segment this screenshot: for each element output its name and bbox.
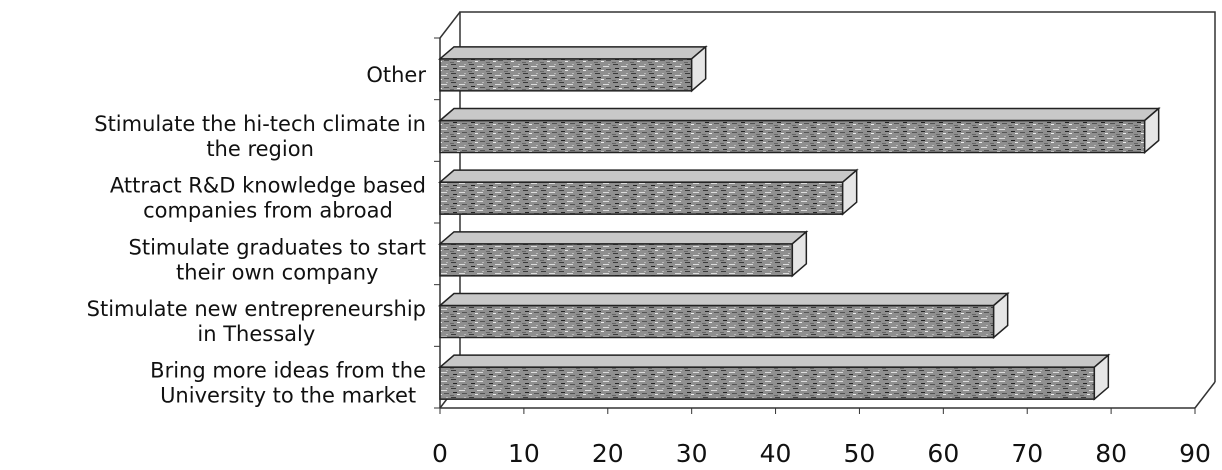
bar-front bbox=[439, 119, 1146, 154]
bar-top bbox=[437, 107, 1161, 122]
category-label: University to the market bbox=[160, 384, 416, 408]
category-label: Other bbox=[366, 63, 426, 87]
x-tick-label: 0 bbox=[432, 439, 448, 468]
x-tick-label: 80 bbox=[1095, 439, 1127, 468]
x-tick-label: 60 bbox=[927, 439, 959, 468]
bar-top bbox=[437, 169, 859, 183]
category-label: Stimulate graduates to start bbox=[129, 235, 426, 259]
bar-side bbox=[841, 168, 858, 216]
bar-front bbox=[439, 58, 693, 92]
category-label: in Thessaly bbox=[197, 322, 315, 346]
bar bbox=[437, 353, 1111, 401]
x-tick-label: 70 bbox=[1011, 439, 1043, 468]
bar bbox=[437, 106, 1161, 155]
category-label: Stimulate new entrepreneurship bbox=[87, 297, 426, 321]
x-tick-label: 20 bbox=[592, 439, 624, 468]
x-tick-label: 40 bbox=[760, 439, 792, 468]
bar-side bbox=[690, 45, 707, 93]
bar-top bbox=[437, 354, 1111, 368]
bar-front bbox=[439, 304, 995, 339]
category-label: their own company bbox=[176, 260, 378, 284]
x-axis-ticks: 0 10 20 30 40 50 60 70 80 90 bbox=[432, 37, 1211, 468]
floor-right-edge bbox=[1194, 381, 1216, 409]
left-wall-top-edge bbox=[439, 11, 461, 39]
bar-side bbox=[791, 230, 808, 278]
x-tick-label: 10 bbox=[508, 439, 540, 468]
bar-side bbox=[1093, 353, 1110, 401]
bar-side bbox=[992, 291, 1009, 340]
x-tick-label: 90 bbox=[1179, 439, 1211, 468]
bar bbox=[437, 291, 1010, 340]
bar-top bbox=[437, 46, 708, 60]
category-label: Bring more ideas from the bbox=[150, 359, 426, 383]
x-tick-label: 30 bbox=[676, 439, 708, 468]
bar bbox=[437, 45, 708, 93]
bar-front bbox=[439, 243, 794, 277]
category-label: Attract R&D knowledge based bbox=[110, 174, 426, 198]
bar-top bbox=[437, 292, 1010, 307]
bars bbox=[437, 45, 1161, 401]
bar-side bbox=[1143, 106, 1160, 155]
category-label: companies from abroad bbox=[143, 199, 393, 223]
x-tick-label: 50 bbox=[844, 439, 876, 468]
bar-top bbox=[437, 231, 809, 245]
category-label: Stimulate the hi-tech climate in bbox=[94, 112, 426, 136]
category-label: the region bbox=[206, 137, 314, 161]
bar-front bbox=[439, 181, 844, 215]
bar bbox=[437, 168, 859, 216]
bar bbox=[437, 230, 809, 278]
bar-front bbox=[439, 366, 1096, 400]
